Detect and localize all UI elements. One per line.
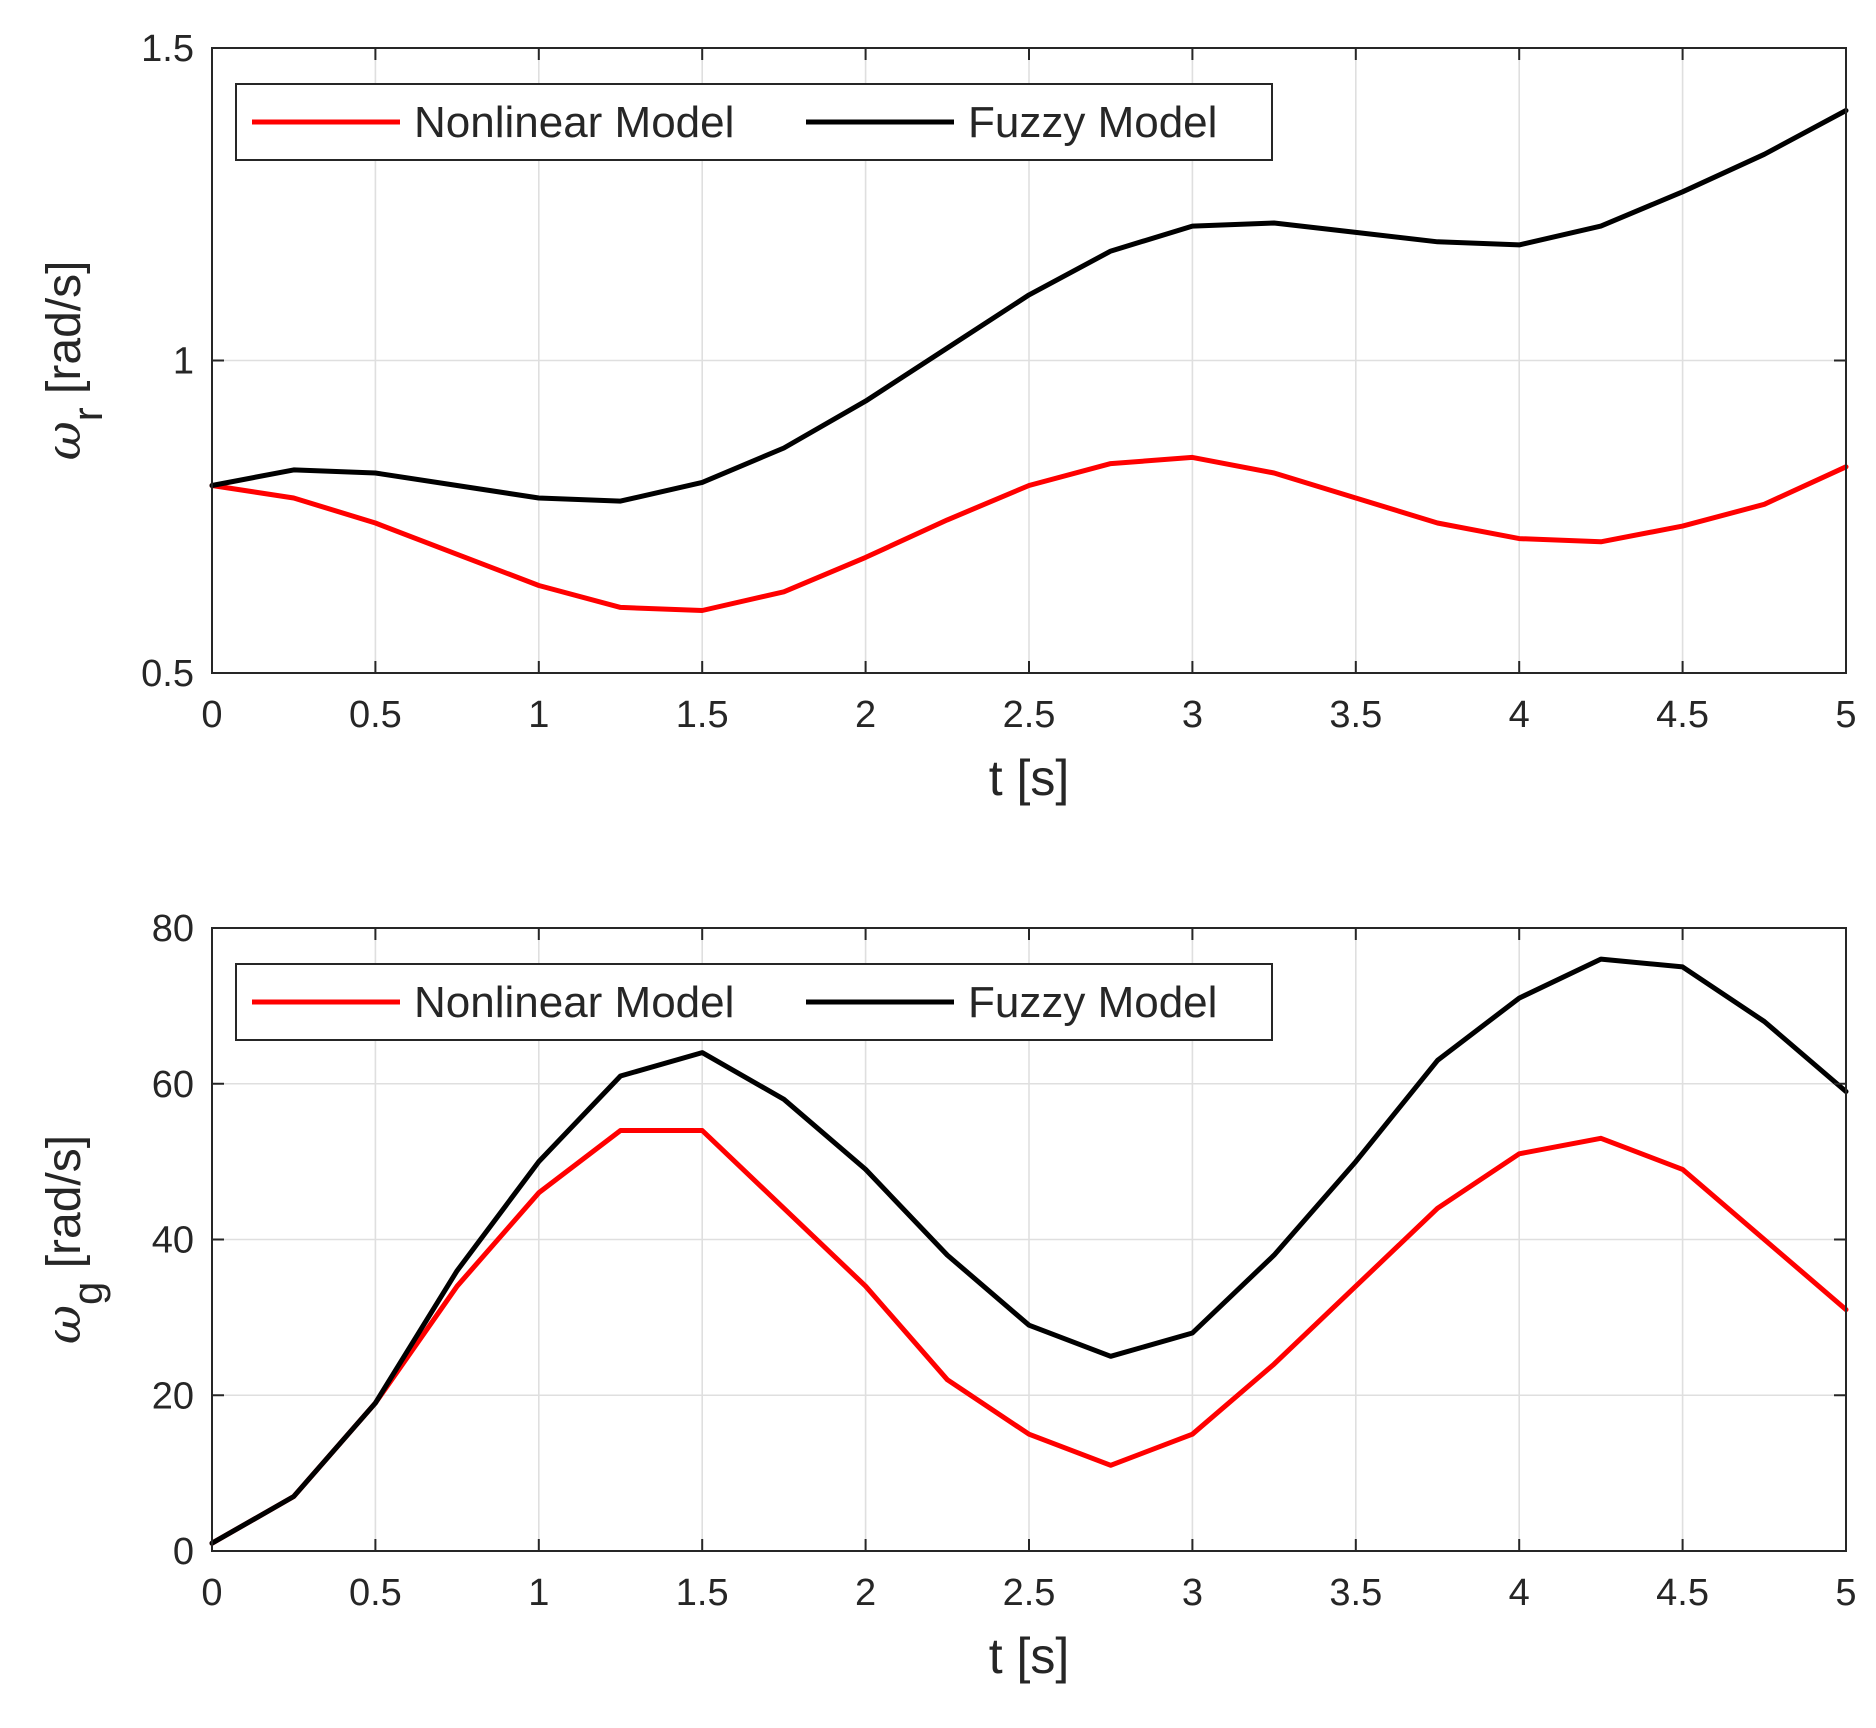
y-label-unit: [rad/s] <box>38 1135 91 1282</box>
y-axis-label: ωg [rad/s] <box>36 1135 111 1344</box>
chart-omega-g: 0 0.5 1 1.5 2 2.5 3 3.5 4 4.5 5 0 20 40 60 80 t [s] ωg [r… <box>36 908 1857 1684</box>
legend-label: Fuzzy Model <box>968 978 1217 1027</box>
series-line-fuzzy-model <box>209 956 1849 1546</box>
x-tick-label: 5 <box>1835 694 1856 736</box>
x-tick-label: 3.5 <box>1329 1572 1382 1614</box>
y-tick-label: 1 <box>173 341 194 383</box>
y-axis-label: ωr [rad/s] <box>36 261 111 461</box>
y-label-symbol: ω <box>36 1305 92 1344</box>
y-label-subscript: g <box>64 1282 111 1305</box>
x-tick-label: 2 <box>855 1572 876 1614</box>
x-tick-label: 3 <box>1182 694 1203 736</box>
grid <box>212 928 1846 1551</box>
x-tick-label: 0 <box>201 1572 222 1614</box>
chart-omega-r: 0 0.5 1 1.5 2 2.5 3 3.5 4 4.5 50.511.5t [s]ωr [rad… <box>36 28 1857 806</box>
x-axis-label: t [s] <box>989 750 1070 806</box>
legend-box <box>235 963 1273 1041</box>
y-tick-label: 80 <box>152 908 194 950</box>
y-tick-label: 1.5 <box>141 28 194 70</box>
x-tick-label: 4.5 <box>1656 1572 1709 1614</box>
x-axis-label: t [s] <box>989 1628 1070 1684</box>
x-tick-label: 3.5 <box>1329 694 1382 736</box>
series-line-fuzzy-model <box>209 108 1849 504</box>
legend-label: Fuzzy Model <box>968 98 1217 147</box>
series-line-nonlinear-model <box>209 1128 1849 1546</box>
x-tick-label: 0.5 <box>349 1572 402 1614</box>
x-tick-label: 1.5 <box>676 694 729 736</box>
x-tick-label: 4 <box>1509 694 1530 736</box>
x-tick-label: 1.5 <box>676 1572 729 1614</box>
legend-label: Nonlinear Model <box>414 978 734 1027</box>
legend-label: Nonlinear Model <box>414 98 734 147</box>
y-tick-label: 0.5 <box>141 653 194 695</box>
x-tick-label: 0 <box>201 694 222 736</box>
legend: Nonlinear Model Fuzzy Model <box>235 83 1273 161</box>
x-tick-label: 4.5 <box>1656 694 1709 736</box>
x-tick-label: 3 <box>1182 1572 1203 1614</box>
series-line-nonlinear-model <box>209 454 1849 613</box>
y-tick-label: 0 <box>173 1531 194 1573</box>
y-tick-label: 20 <box>152 1375 194 1417</box>
x-tick-label: 2.5 <box>1003 1572 1056 1614</box>
x-tick-label: 2.5 <box>1003 694 1056 736</box>
y-label-unit: [rad/s] <box>38 261 91 408</box>
x-tick-label: 4 <box>1509 1572 1530 1614</box>
y-tick-label: 40 <box>152 1220 194 1262</box>
x-tick-label: 0.5 <box>349 694 402 736</box>
y-label-subscript: r <box>64 407 111 421</box>
x-tick-label: 1 <box>528 694 549 736</box>
legend: Nonlinear Model Fuzzy Model <box>235 963 1273 1041</box>
y-label-symbol: ω <box>36 421 92 460</box>
x-tick-label: 5 <box>1835 1572 1856 1614</box>
legend-box <box>235 83 1273 161</box>
y-tick-label: 60 <box>152 1064 194 1106</box>
x-tick-label: 2 <box>855 694 876 736</box>
x-tick-label: 1 <box>528 1572 549 1614</box>
